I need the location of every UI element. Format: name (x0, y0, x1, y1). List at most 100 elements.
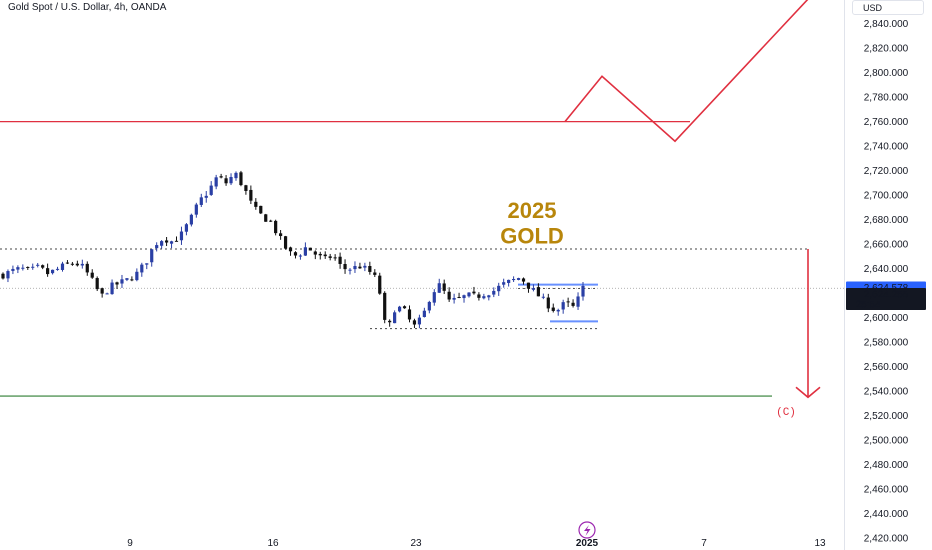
candle-body (467, 292, 471, 297)
candle-body (581, 285, 585, 297)
candle-body (179, 231, 184, 241)
price-tag-last: 2,624.255 (864, 289, 909, 300)
candle-body (264, 214, 268, 222)
candle-body (249, 189, 253, 201)
candle-body (75, 263, 79, 266)
candle-body (531, 288, 536, 290)
y-tick-label: 2,720.000 (864, 166, 909, 177)
candle-body (259, 205, 263, 214)
candle-body (412, 320, 417, 325)
candle-body (90, 272, 94, 278)
candle-body (507, 279, 511, 283)
candle-body (36, 264, 40, 266)
projection-zigzag (564, 0, 809, 143)
candle-body (85, 263, 89, 273)
candle-body (427, 301, 431, 311)
candle-body (189, 214, 193, 225)
candle-body (214, 177, 218, 187)
candle-body (373, 272, 377, 275)
candle-body (31, 266, 35, 268)
flash-icon[interactable] (578, 521, 596, 539)
candle-body (239, 172, 243, 186)
candle-body (358, 266, 362, 269)
candle-body (279, 233, 283, 237)
candle-body (407, 309, 412, 320)
candle-body (120, 279, 124, 284)
y-tick-label: 2,460.000 (864, 485, 909, 496)
x-tick-label: 16 (267, 538, 279, 549)
candle-body (546, 297, 550, 309)
candlestick-series (1, 170, 585, 329)
candle-body (130, 279, 134, 281)
y-tick-label: 2,560.000 (864, 362, 909, 373)
candle-body (303, 247, 307, 256)
candle-body (452, 297, 456, 300)
candle-body (46, 268, 50, 275)
x-tick-label: 7 (701, 538, 707, 549)
candle-body (244, 185, 248, 191)
candle-body (21, 267, 25, 269)
candle-body (477, 294, 481, 298)
candle-body (11, 268, 15, 271)
currency-button[interactable]: USD (852, 0, 924, 15)
projection-drawing (564, 0, 821, 399)
price-tag-last-box (846, 287, 926, 310)
candle-body (511, 279, 516, 281)
candle-body (487, 295, 491, 298)
candle-body (150, 249, 154, 263)
y-tick-label: 2,820.000 (864, 44, 909, 55)
y-tick-label: 2,660.000 (864, 240, 909, 251)
annotation-label: GOLD (500, 224, 564, 249)
candle-body (298, 255, 303, 257)
candle-body (194, 204, 198, 215)
candle-body (576, 296, 580, 307)
candle-body (254, 201, 258, 207)
y-tick-label: 2,640.000 (864, 264, 909, 275)
candle-body (105, 293, 109, 295)
candle-body (288, 247, 293, 252)
candle-body (437, 283, 441, 293)
candle-body (353, 266, 357, 270)
y-tick-label: 2,540.000 (864, 387, 909, 398)
price-axis-divider (844, 0, 845, 550)
candle-body (343, 264, 347, 270)
candle-body (174, 240, 179, 242)
candle-body (482, 296, 486, 299)
y-tick-label: 2,580.000 (864, 338, 909, 349)
candle-body (224, 178, 228, 184)
x-tick-label: 9 (127, 538, 133, 549)
candle-body (169, 241, 174, 244)
candle-body (526, 282, 531, 289)
y-tick-label: 2,500.000 (864, 436, 909, 447)
candle-body (6, 271, 10, 279)
candle-body (333, 257, 337, 259)
candle-body (388, 320, 392, 323)
candle-body (60, 263, 65, 270)
chart-levels (0, 121, 844, 397)
candle-body (368, 266, 372, 272)
x-tick-label: 13 (814, 538, 826, 549)
candle-body (269, 220, 273, 222)
candle-body (308, 247, 312, 251)
candle-body (16, 267, 20, 270)
candle-body (115, 282, 119, 285)
candle-body (219, 176, 223, 178)
candle-body (551, 307, 555, 311)
time-axis[interactable]: 9 16 23 2025 7 13 (127, 538, 826, 549)
y-tick-label: 2,680.000 (864, 215, 909, 226)
candle-body (125, 278, 129, 280)
y-tick-label: 2,780.000 (864, 93, 909, 104)
candle-body (442, 283, 446, 291)
target-arrow-head (795, 386, 821, 399)
chart-annotations: 2025 GOLD (C) (500, 198, 796, 419)
candle-body (571, 302, 575, 306)
candle-body (135, 271, 139, 281)
y-tick-label: 2,700.000 (864, 191, 909, 202)
candle-body (155, 245, 159, 249)
candle-body (95, 278, 99, 290)
candle-body (328, 256, 332, 258)
candle-body (229, 176, 233, 184)
x-tick-label: 23 (410, 538, 422, 549)
candle-body (472, 291, 476, 294)
